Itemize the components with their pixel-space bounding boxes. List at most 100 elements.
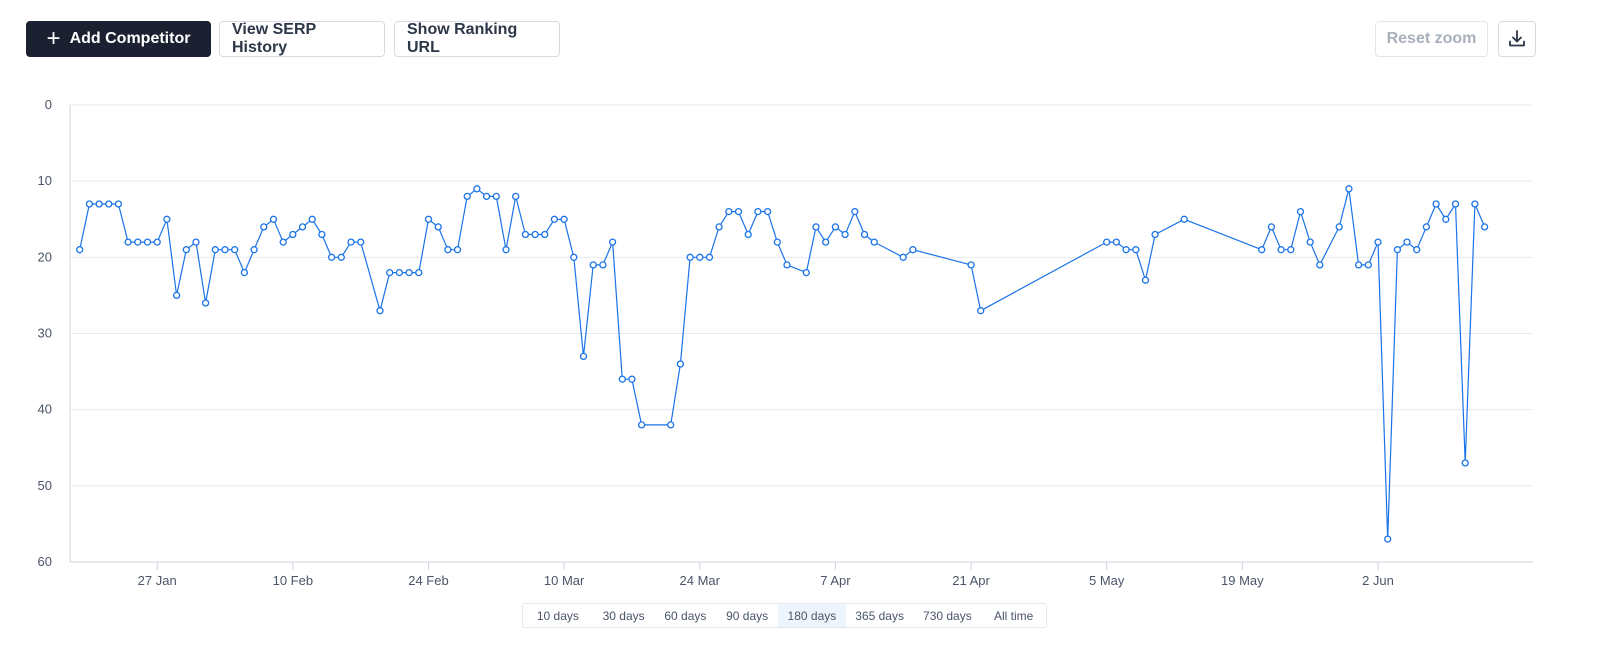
data-point[interactable] [134,238,142,246]
data-point[interactable] [628,375,636,383]
data-point[interactable] [1132,246,1140,254]
data-point[interactable] [434,223,442,231]
data-point[interactable] [1316,261,1324,269]
data-point[interactable] [492,192,500,201]
data-point[interactable] [1451,200,1460,208]
data-point[interactable] [860,230,869,239]
data-point[interactable] [754,207,762,216]
data-point[interactable] [570,253,578,261]
data-point[interactable] [967,261,975,269]
data-point[interactable] [550,215,559,223]
data-point[interactable] [308,215,316,223]
data-point[interactable] [608,238,617,246]
data-point[interactable] [618,375,626,383]
data-point[interactable] [163,215,171,223]
data-point[interactable] [851,207,859,216]
data-point[interactable] [1432,200,1440,208]
data-point[interactable] [473,185,481,193]
data-point[interactable] [463,192,471,201]
data-point[interactable] [1384,535,1392,543]
data-point[interactable] [802,268,810,277]
data-point[interactable] [211,246,219,254]
data-point[interactable] [1471,200,1479,208]
data-point[interactable] [1267,223,1276,231]
data-point[interactable] [667,421,675,429]
data-point[interactable] [153,238,161,246]
data-point[interactable] [1141,276,1150,284]
data-point[interactable] [676,360,685,368]
data-point[interactable] [783,261,791,269]
data-point[interactable] [269,215,278,223]
view-serp-history-button[interactable]: View SERP History [219,21,385,57]
data-point[interactable] [289,230,297,239]
data-point[interactable] [182,246,190,254]
data-point[interactable] [405,268,413,277]
data-point[interactable] [124,238,132,246]
data-point[interactable] [734,207,743,216]
data-point[interactable] [1277,246,1285,254]
data-point[interactable] [822,238,830,246]
data-point[interactable] [172,291,181,300]
data-point[interactable] [773,238,781,246]
ranking-chart[interactable]: 0 10 20 30 40 50 60 27 Jan 10 Feb 24 Feb 10 Mar 24… [0,90,1600,600]
data-point[interactable] [1296,207,1305,216]
data-point[interactable] [231,246,239,254]
data-point[interactable] [977,307,985,315]
data-point[interactable] [589,261,597,269]
data-point[interactable] [327,253,336,261]
add-competitor-button[interactable]: + Add Competitor [26,21,211,57]
data-point[interactable] [541,230,549,239]
data-point[interactable] [192,238,200,246]
data-point[interactable] [424,215,433,223]
data-point[interactable] [899,253,907,261]
data-point[interactable] [705,253,714,261]
data-point[interactable] [453,246,462,254]
data-point[interactable] [386,268,394,277]
data-point[interactable] [1403,238,1411,246]
data-point[interactable] [444,246,452,254]
data-point[interactable] [482,192,491,201]
data-point[interactable] [337,253,345,261]
range-option[interactable]: 10 days [536,608,579,623]
data-point[interactable] [260,223,268,231]
data-point[interactable] [1374,238,1382,246]
data-point[interactable] [250,246,258,254]
data-point[interactable] [725,207,733,216]
data-point[interactable] [1103,238,1111,246]
range-option[interactable]: 365 days [855,608,904,623]
range-option[interactable]: 30 days [602,608,645,623]
data-point[interactable] [686,253,694,261]
data-point[interactable] [376,307,384,315]
reset-zoom-button[interactable]: Reset zoom [1375,21,1488,57]
data-point[interactable] [812,223,820,231]
data-point[interactable] [1480,223,1489,231]
data-point[interactable] [579,352,588,361]
data-point[interactable] [531,230,539,239]
range-option[interactable]: 60 days [664,608,707,623]
data-point[interactable] [347,238,355,246]
data-point[interactable] [95,200,103,208]
data-point[interactable] [637,421,646,429]
data-point[interactable] [143,238,152,246]
data-point[interactable] [1442,215,1450,223]
data-point[interactable] [85,200,94,208]
data-point[interactable] [395,268,404,277]
data-point[interactable] [1364,261,1372,269]
data-point[interactable] [76,246,84,254]
data-point[interactable] [744,230,752,239]
data-point[interactable] [763,207,772,216]
data-point[interactable] [1287,246,1295,254]
data-point[interactable] [502,246,510,254]
data-point[interactable] [201,299,210,307]
data-point[interactable] [1461,459,1469,467]
data-point[interactable] [1180,215,1188,223]
data-point[interactable] [105,200,113,208]
data-point[interactable] [221,246,229,254]
data-point[interactable] [841,230,849,239]
data-point[interactable] [1354,261,1363,269]
data-point[interactable] [1112,238,1121,246]
data-point[interactable] [114,200,123,208]
data-point[interactable] [599,261,607,269]
data-point[interactable] [415,268,423,277]
data-point[interactable] [715,223,723,231]
